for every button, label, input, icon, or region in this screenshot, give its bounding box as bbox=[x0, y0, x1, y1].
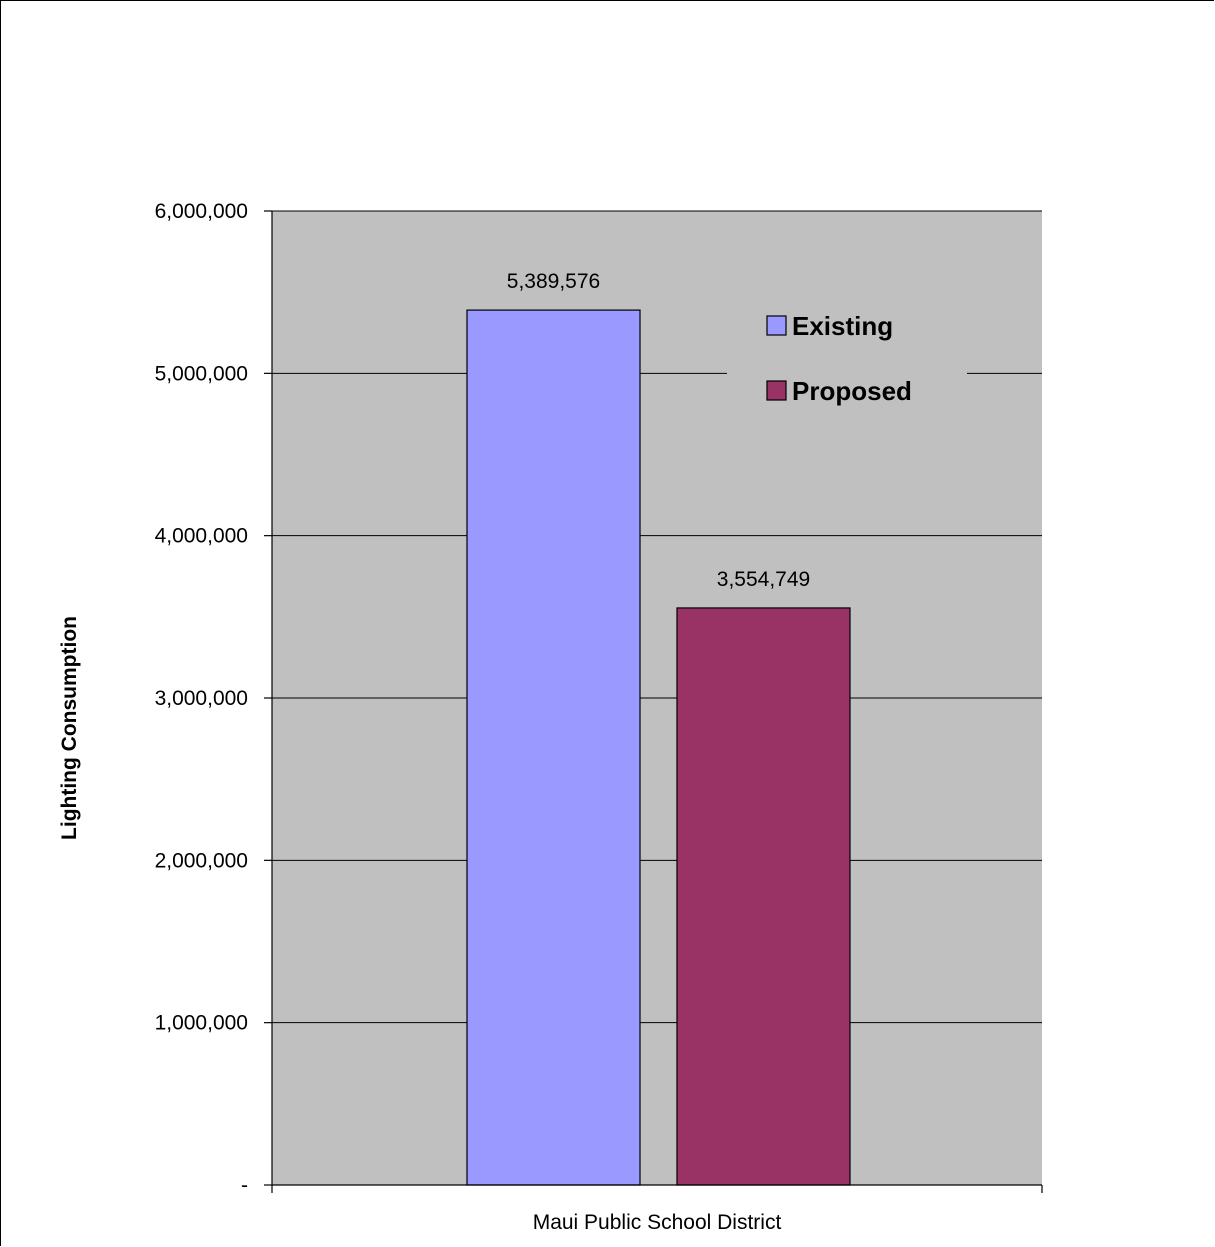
bar-proposed bbox=[676, 607, 851, 1186]
y-axis: - 1,000,000 2,000,000 3,000,000 4,000,000 5,0… bbox=[155, 200, 273, 1197]
y-tick-label: 6,000,000 bbox=[155, 200, 248, 223]
legend-label-existing: Existing bbox=[792, 311, 893, 341]
y-axis-title: Lighting Consumption bbox=[58, 616, 81, 840]
y-tick-label: 4,000,000 bbox=[155, 525, 248, 548]
legend-swatch-proposed bbox=[766, 380, 787, 401]
bar-existing bbox=[466, 309, 641, 1186]
y-tick-label: 2,000,000 bbox=[155, 849, 248, 872]
legend-swatch-existing bbox=[766, 315, 787, 336]
data-label-proposed: 3,554,749 bbox=[717, 568, 810, 591]
bars bbox=[466, 309, 851, 1186]
y-tick-label: 5,000,000 bbox=[155, 362, 248, 385]
data-label-existing: 5,389,576 bbox=[507, 270, 600, 293]
legend: Existing Proposed bbox=[727, 296, 967, 422]
x-axis: Maui Public School District bbox=[271, 1184, 1043, 1234]
x-category-label: Maui Public School District bbox=[533, 1211, 782, 1234]
y-tick-label: 1,000,000 bbox=[155, 1012, 248, 1035]
y-tick-label: 3,000,000 bbox=[155, 687, 248, 710]
data-labels: 5,389,576 3,554,749 bbox=[507, 270, 810, 591]
y-tick-label: - bbox=[241, 1174, 248, 1197]
legend-label-proposed: Proposed bbox=[792, 376, 912, 406]
